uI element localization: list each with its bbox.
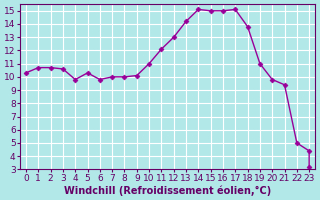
X-axis label: Windchill (Refroidissement éolien,°C): Windchill (Refroidissement éolien,°C) (64, 185, 271, 196)
